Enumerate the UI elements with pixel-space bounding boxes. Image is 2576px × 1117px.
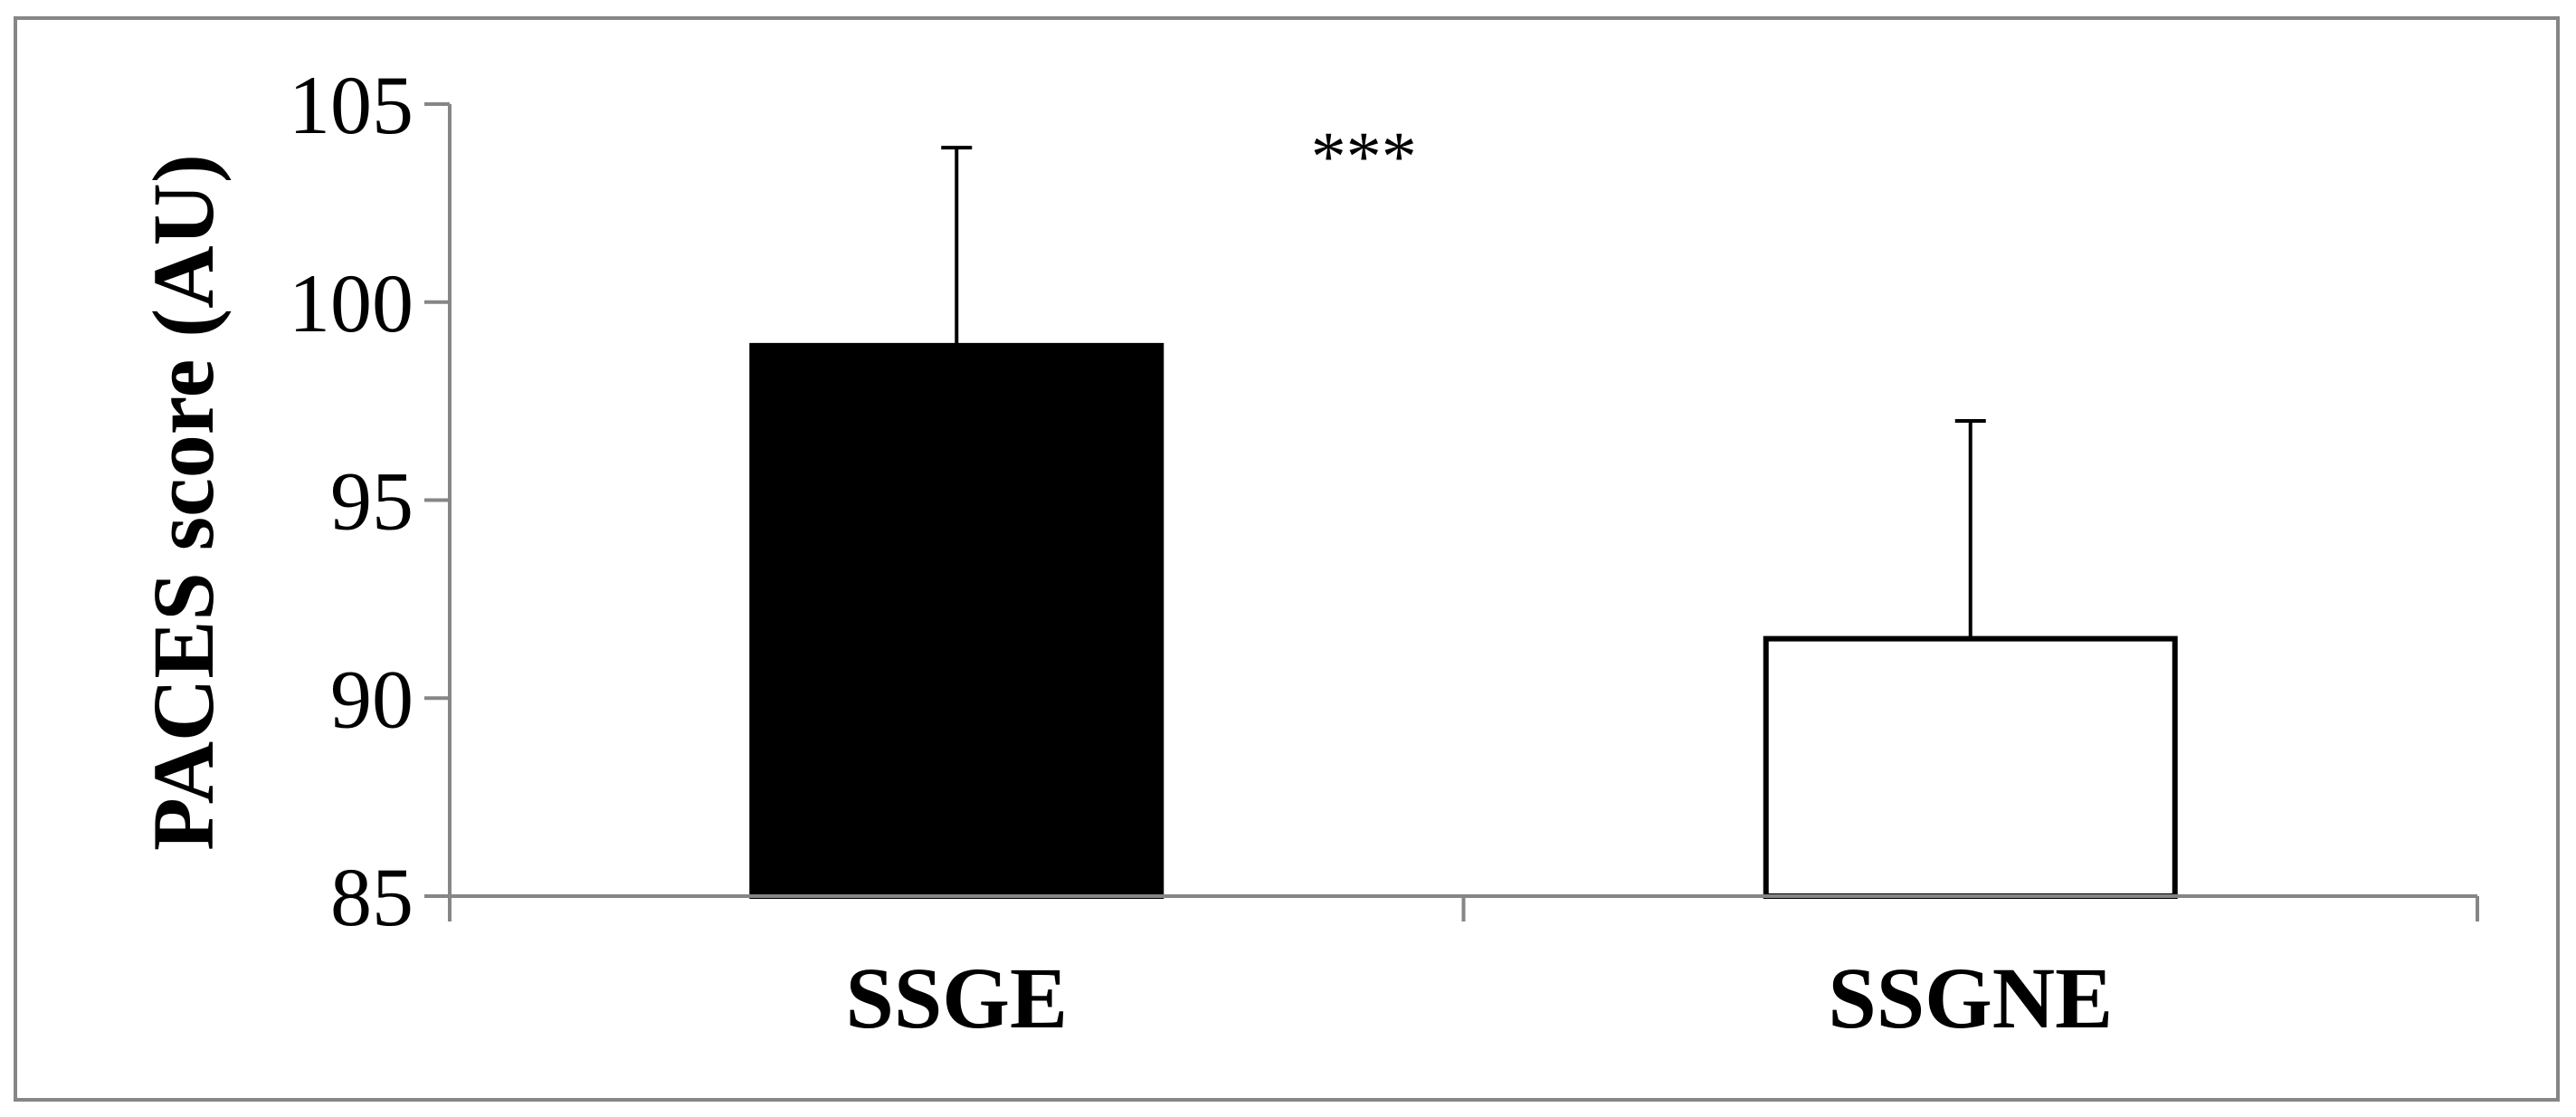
annotations: ***	[1311, 117, 1417, 196]
x-axis-ticks	[448, 896, 2479, 921]
error-bars	[941, 146, 1986, 639]
error-bar-ssge	[941, 146, 973, 346]
y-axis-title: PACES score (AU)	[135, 154, 232, 851]
x-category-label: SSGE	[846, 950, 1068, 1046]
y-tick-label: 90	[330, 653, 413, 745]
bar-ssgne	[1763, 635, 2178, 899]
y-tick-label: 85	[330, 851, 413, 943]
y-tick-label: 95	[330, 455, 413, 548]
chart-frame	[14, 16, 2560, 1102]
error-bar-ssgne	[1954, 419, 1986, 639]
category-labels: SSGE SSGNE	[846, 950, 2114, 1046]
y-tick-label: 100	[289, 257, 413, 349]
bar-ssge	[749, 342, 1164, 899]
bars	[749, 342, 2178, 899]
y-axis-ticks: 85 90 95 100 105	[289, 59, 450, 943]
significance-annotation: ***	[1311, 117, 1417, 196]
y-tick-label: 105	[289, 59, 413, 151]
x-category-label: SSGNE	[1828, 950, 2113, 1046]
